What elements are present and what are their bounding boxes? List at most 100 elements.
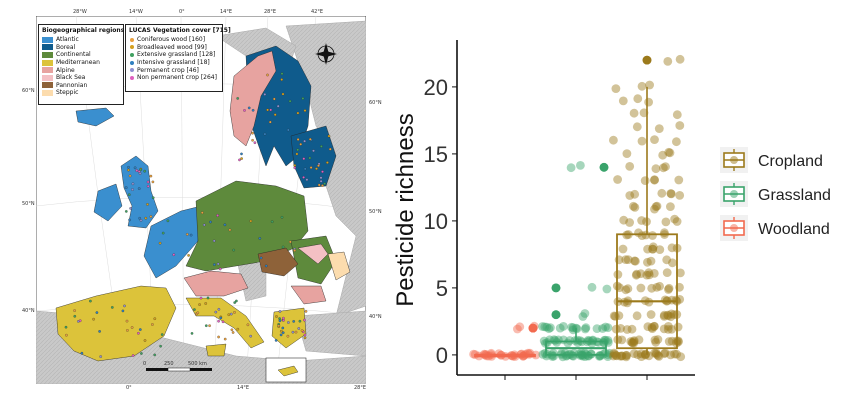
data-point-cropland bbox=[613, 335, 623, 344]
north-arrow-icon bbox=[315, 43, 337, 65]
data-point-grassland bbox=[571, 323, 581, 333]
map-sample-point bbox=[240, 157, 243, 160]
map-sample-point bbox=[133, 166, 137, 170]
data-point-cropland bbox=[617, 335, 627, 345]
map-sample-point bbox=[110, 306, 114, 309]
data-point-cropland bbox=[618, 96, 628, 106]
map-sample-point bbox=[123, 304, 126, 308]
data-point-grassland bbox=[576, 348, 586, 358]
data-point-grassland bbox=[557, 350, 566, 359]
data-point-cropland bbox=[630, 189, 640, 199]
region-alpine-balkan bbox=[290, 285, 327, 305]
map-sample-point bbox=[263, 132, 267, 136]
data-point-grassland bbox=[549, 335, 559, 345]
data-point-cropland bbox=[672, 110, 682, 120]
map-sample-point bbox=[151, 180, 155, 184]
map-sample-point bbox=[121, 309, 125, 313]
data-point-cropland bbox=[675, 282, 684, 292]
pesticide-chart-panel: Pesticide richness 0 5 10 15 20 Cropland Gras… bbox=[385, 30, 855, 410]
data-point-cropland bbox=[670, 214, 679, 224]
map-sample-point bbox=[303, 167, 307, 171]
biogeo-label: Atlantic bbox=[56, 36, 79, 44]
data-point-grassland bbox=[578, 351, 588, 361]
data-point-cropland bbox=[649, 269, 659, 278]
map-sample-point bbox=[200, 211, 204, 215]
data-point-cropland bbox=[676, 352, 686, 362]
data-point-grassland bbox=[558, 352, 568, 362]
data-point-grassland bbox=[542, 349, 552, 359]
chart-legend: Cropland Grassland Woodland bbox=[720, 147, 831, 241]
data-point-woodland bbox=[518, 351, 528, 361]
data-point-woodland bbox=[510, 352, 520, 361]
map-sample-point bbox=[288, 240, 292, 244]
data-point-cropland bbox=[622, 325, 632, 334]
map-sample-point bbox=[281, 245, 285, 249]
data-point-cropland bbox=[621, 285, 631, 295]
europe-map-panel: 0 250 500 km 28°W 14°W 0° 14°E 28°E 42°E… bbox=[22, 9, 382, 391]
map-sample-point bbox=[153, 353, 157, 357]
map-sample-point bbox=[280, 78, 284, 81]
data-point-cropland bbox=[672, 137, 681, 147]
map-sample-point bbox=[308, 137, 312, 141]
map-top-tick: 28°E bbox=[264, 9, 277, 15]
map-sample-point bbox=[212, 239, 216, 243]
data-point-cropland bbox=[630, 256, 639, 266]
data-point-cropland bbox=[662, 255, 672, 265]
data-point-grassland bbox=[544, 324, 554, 334]
data-point-grassland bbox=[560, 348, 570, 358]
data-point-cropland bbox=[622, 230, 632, 240]
map-sample-point bbox=[258, 237, 262, 240]
data-point-cropland bbox=[640, 176, 650, 186]
data-point-cropland bbox=[611, 324, 621, 334]
data-point-grassland bbox=[543, 338, 552, 347]
data-point-cropland bbox=[632, 311, 642, 321]
map-sample-point bbox=[277, 324, 281, 328]
map-sample-point bbox=[300, 329, 304, 332]
map-sample-point bbox=[213, 263, 216, 266]
data-point-cropland bbox=[622, 298, 632, 308]
biogeo-legend-title: Biogeographical regions bbox=[42, 27, 125, 34]
map-top-tick: 0° bbox=[179, 9, 185, 15]
data-point-cropland bbox=[621, 352, 631, 362]
legend-key-dot bbox=[730, 156, 738, 164]
biogeo-swatch bbox=[42, 51, 53, 58]
region-ireland bbox=[93, 183, 123, 222]
data-point-woodland bbox=[486, 350, 496, 360]
map-sample-point bbox=[166, 219, 170, 223]
data-point-cropland bbox=[660, 349, 669, 359]
map-sample-point bbox=[280, 215, 284, 219]
y-tick-label: 5 bbox=[436, 276, 448, 301]
data-point-cropland bbox=[644, 297, 654, 307]
data-point-cropland bbox=[637, 231, 647, 241]
data-point-cropland bbox=[631, 270, 641, 280]
legend-label: Grassland bbox=[758, 187, 831, 204]
data-point-cropland bbox=[663, 310, 672, 320]
map-sample-point bbox=[190, 332, 194, 335]
map-sample-point bbox=[249, 334, 253, 338]
map-sample-point bbox=[243, 109, 246, 112]
outlier-grassland bbox=[551, 310, 561, 320]
map-sample-point bbox=[297, 327, 301, 330]
biogeo-swatch bbox=[42, 36, 53, 43]
data-point-grassland bbox=[568, 323, 578, 333]
region-black-sea bbox=[297, 243, 329, 265]
data-point-cropland bbox=[641, 350, 650, 359]
data-point-grassland bbox=[601, 335, 610, 345]
map-right-tick: 60°N bbox=[369, 100, 382, 106]
biogeo-label: Mediterranean bbox=[56, 59, 100, 67]
map-sample-point bbox=[131, 188, 134, 191]
vegetation-legend-item: Non permanent crop [264] bbox=[129, 74, 219, 82]
biogeo-legend-item: Mediterranean bbox=[42, 59, 120, 67]
data-point-cropland bbox=[664, 311, 673, 321]
map-sample-point bbox=[281, 326, 285, 330]
data-point-grassland bbox=[539, 336, 549, 346]
outlier-woodland bbox=[528, 323, 538, 333]
data-point-cropland bbox=[609, 311, 619, 321]
data-point-cropland bbox=[629, 336, 639, 345]
map-sample-point bbox=[125, 319, 129, 323]
data-point-cropland bbox=[611, 84, 621, 93]
data-point-cropland bbox=[648, 244, 658, 254]
map-sample-point bbox=[221, 320, 225, 324]
map-sample-point bbox=[326, 161, 329, 164]
data-point-grassland bbox=[577, 350, 587, 360]
